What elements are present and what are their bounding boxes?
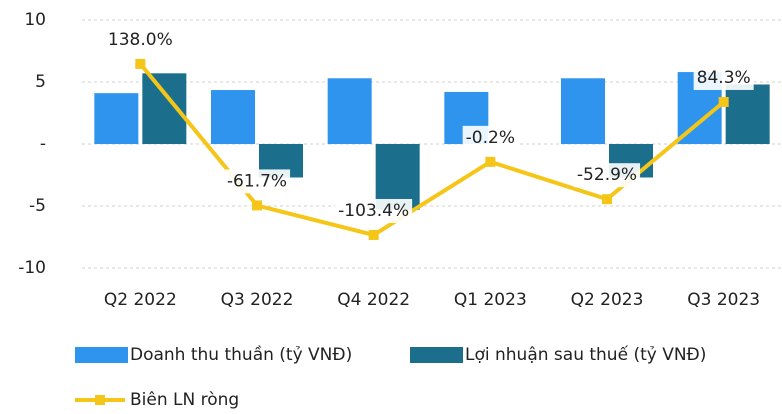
line-marker [368, 229, 379, 240]
data-label-bg [335, 198, 413, 223]
data-label: -61.7% [227, 171, 287, 191]
x-tick-label: Q3 2022 [221, 290, 294, 310]
y-tick-label: 10 [24, 10, 46, 30]
x-tick-label: Q3 2023 [687, 290, 760, 310]
legend-swatch [75, 347, 128, 363]
line-marker [135, 58, 146, 69]
y-tick-label: - [40, 134, 46, 154]
y-tick-label: -10 [18, 258, 46, 278]
bar [561, 78, 605, 144]
data-label: -0.2% [466, 128, 515, 148]
legend-label: Biên LN ròng [130, 390, 239, 410]
line-marker [252, 200, 262, 211]
data-label-bg [104, 27, 176, 52]
data-label-bg [573, 163, 641, 188]
x-tick-label: Q2 2022 [104, 290, 177, 310]
legend-swatch [95, 395, 105, 405]
x-tick-label: Q4 2022 [337, 290, 410, 310]
legend-swatch [410, 347, 463, 363]
data-label-bg [462, 125, 518, 150]
bar [94, 93, 139, 144]
bar [725, 84, 770, 144]
data-label: -103.4% [338, 201, 409, 221]
y-tick-label: -5 [29, 196, 46, 216]
data-label-bg [693, 65, 754, 90]
data-label: -52.9% [577, 165, 637, 185]
y-tick-label: 5 [35, 72, 46, 92]
legend-label: Doanh thu thuần (tỷ VNĐ) [130, 344, 352, 365]
line-marker [718, 96, 729, 107]
bar [327, 78, 372, 144]
x-tick-label: Q1 2023 [454, 290, 527, 310]
data-label-bg [223, 169, 291, 194]
x-tick-label: Q2 2023 [571, 290, 644, 310]
data-label: 84.3% [697, 68, 751, 88]
legend-label: Lợi nhuận sau thuế (tỷ VNĐ) [465, 344, 706, 365]
data-label: 138.0% [108, 30, 173, 50]
line-marker [602, 194, 612, 205]
bar [375, 144, 420, 210]
line-marker [485, 156, 496, 167]
bar [211, 90, 255, 144]
